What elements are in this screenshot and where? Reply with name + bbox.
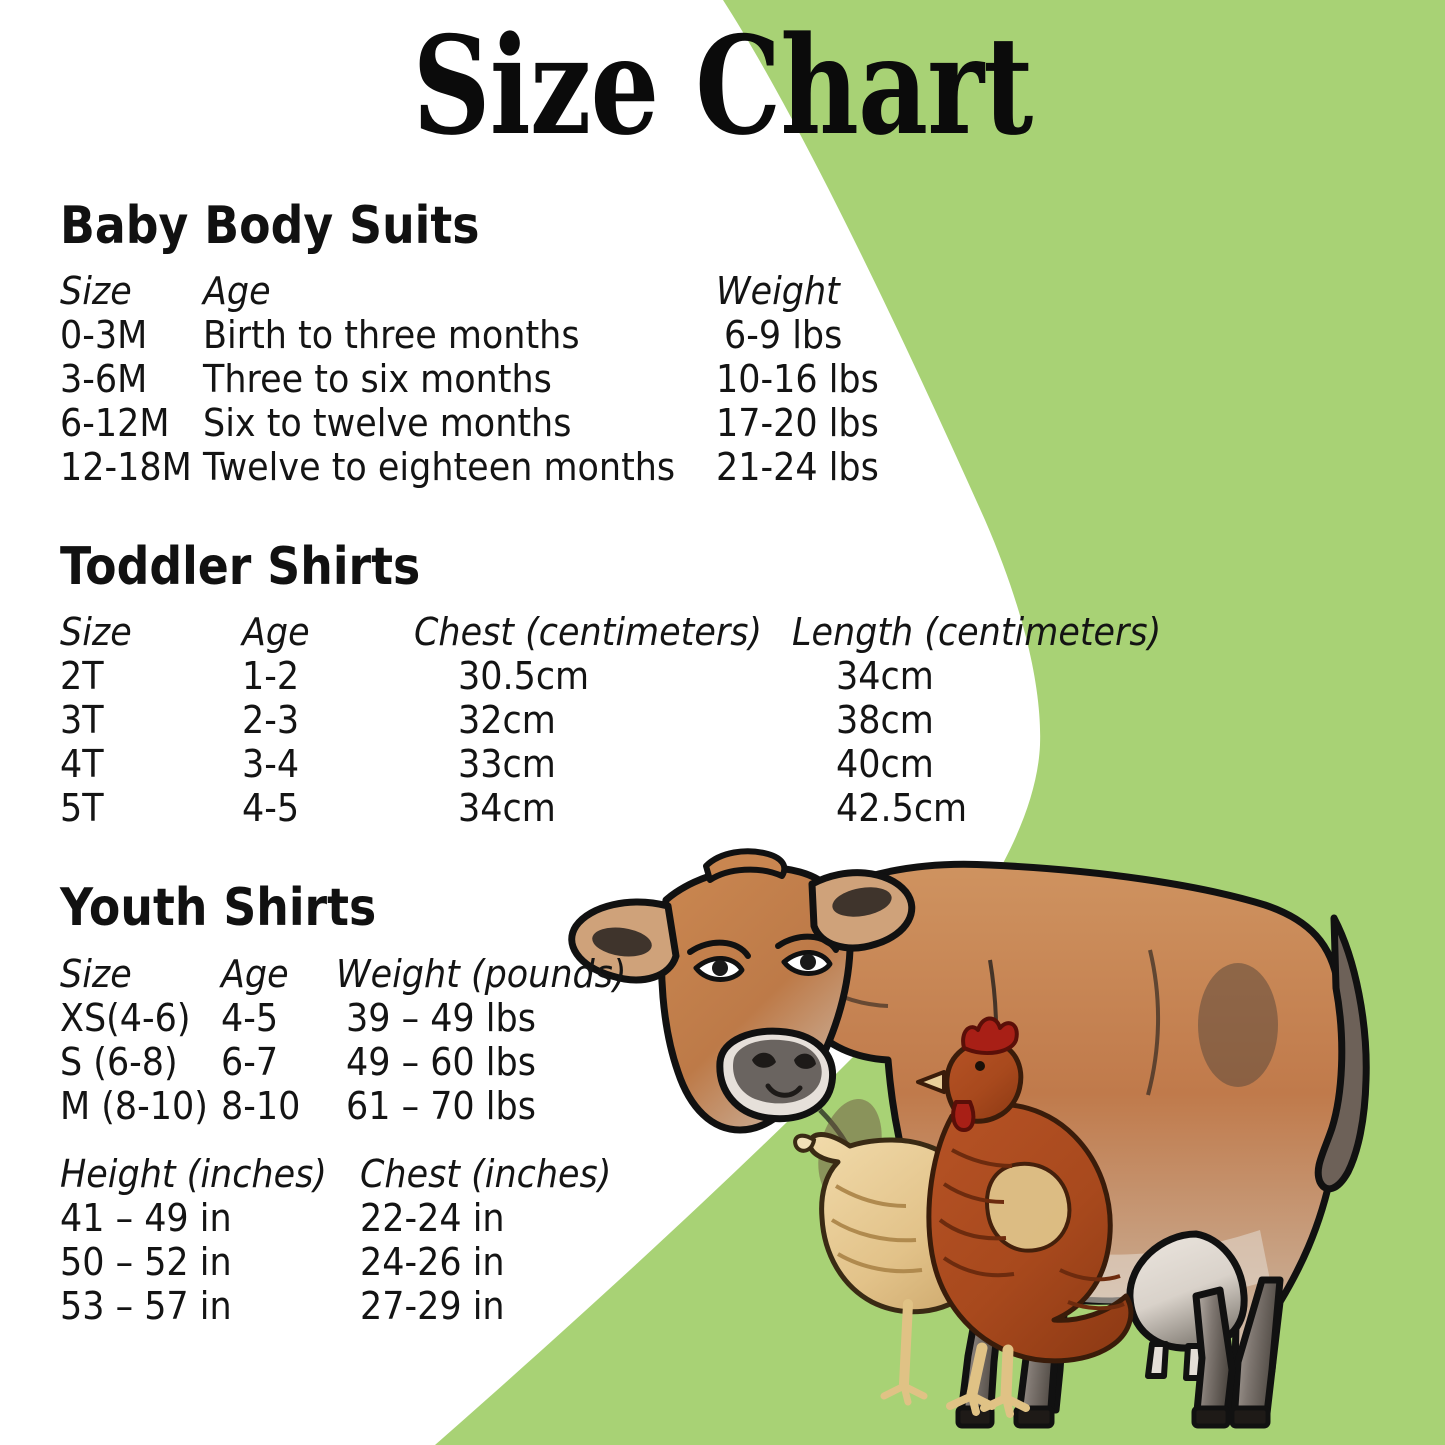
cell-length: 40cm bbox=[836, 742, 935, 786]
cell-age: 2-3 bbox=[242, 698, 300, 742]
cell-size: 2T bbox=[60, 654, 104, 698]
cell-size: 12-18M bbox=[60, 445, 192, 489]
page-title: Size Chart bbox=[412, 6, 1034, 165]
cell-size: 6-12M bbox=[60, 401, 170, 445]
table-row: 53 – 57 in 27-29 in bbox=[60, 1287, 633, 1331]
cell-weight: 61 – 70 lbs bbox=[345, 1084, 536, 1128]
cow-and-chickens-illustration bbox=[568, 848, 1370, 1429]
table-row: M (8-10) 8-10 61 – 70 lbs bbox=[60, 1087, 652, 1131]
column-header-size: Size bbox=[60, 610, 132, 654]
cell-size: 5T bbox=[60, 786, 104, 830]
cell-size: 4T bbox=[60, 742, 104, 786]
cell-age: 3-4 bbox=[242, 742, 300, 786]
table-row: 3T 2-3 32cm 38cm bbox=[60, 701, 1194, 745]
column-header-age: Age bbox=[203, 269, 271, 313]
table-row: 41 – 49 in 22-24 in bbox=[60, 1199, 633, 1243]
table-row: 3-6M Three to six months 10-16 lbs bbox=[60, 360, 934, 404]
section-heading-toddler-shirts: Toddler Shirts bbox=[60, 537, 421, 597]
cell-age: Birth to three months bbox=[203, 313, 580, 357]
table-row: 6-12M Six to twelve months 17-20 lbs bbox=[60, 404, 934, 448]
cell-chest: 22-24 in bbox=[360, 1196, 505, 1240]
cell-age: 1-2 bbox=[242, 654, 300, 698]
cell-age: Three to six months bbox=[203, 357, 553, 401]
table-header-row: Size Age Weight (pounds) bbox=[60, 955, 652, 999]
cell-chest: 32cm bbox=[458, 698, 556, 742]
cell-age: 8-10 bbox=[220, 1084, 301, 1128]
column-header-weight: Weight bbox=[716, 269, 841, 313]
cell-age: 4-5 bbox=[220, 996, 278, 1040]
table-row: XS(4-6) 4-5 39 – 49 lbs bbox=[60, 999, 652, 1043]
column-header-size: Size bbox=[60, 952, 132, 996]
section-heading-youth-shirts: Youth Shirts bbox=[60, 878, 377, 938]
cell-size: XS(4-6) bbox=[60, 996, 191, 1040]
column-header-weight: Weight (pounds) bbox=[335, 952, 627, 996]
table-row: 4T 3-4 33cm 40cm bbox=[60, 745, 1194, 789]
cell-age: Twelve to eighteen months bbox=[203, 445, 676, 489]
column-header-age: Age bbox=[242, 610, 310, 654]
column-header-age: Age bbox=[220, 952, 289, 996]
table-row: 50 – 52 in 24-26 in bbox=[60, 1243, 633, 1287]
cell-height: 53 – 57 in bbox=[60, 1284, 232, 1328]
cell-length: 34cm bbox=[836, 654, 935, 698]
cell-size: S (6-8) bbox=[60, 1040, 178, 1084]
table-baby-body-suits: Size Age Weight 0-3M Birth to three mont… bbox=[60, 272, 934, 492]
cell-age: 4-5 bbox=[242, 786, 300, 830]
cell-chest: 27-29 in bbox=[360, 1284, 505, 1328]
column-header-height: Height (inches) bbox=[60, 1152, 327, 1196]
table-row: 0-3M Birth to three months 6-9 lbs bbox=[60, 316, 934, 360]
cell-weight: 6-9 lbs bbox=[724, 313, 843, 357]
column-header-size: Size bbox=[60, 269, 132, 313]
cell-chest: 24-26 in bbox=[360, 1240, 505, 1284]
table-header-row: Size Age Weight bbox=[60, 272, 934, 316]
section-heading-baby-body-suits: Baby Body Suits bbox=[60, 196, 480, 256]
table-header-row: Size Age Chest (centimeters) Length (cen… bbox=[60, 613, 1194, 657]
table-header-row: Height (inches) Chest (inches) bbox=[60, 1155, 633, 1199]
table-row: 12-18M Twelve to eighteen months 21-24 l… bbox=[60, 448, 934, 492]
cell-chest: 34cm bbox=[458, 786, 556, 830]
column-header-chest: Chest (centimeters) bbox=[414, 610, 763, 654]
cell-size: 0-3M bbox=[60, 313, 148, 357]
cell-age: 6-7 bbox=[220, 1040, 278, 1084]
cell-height: 50 – 52 in bbox=[60, 1240, 232, 1284]
column-header-chest: Chest (inches) bbox=[360, 1152, 612, 1196]
cell-weight: 39 – 49 lbs bbox=[345, 996, 536, 1040]
table-row: 5T 4-5 34cm 42.5cm bbox=[60, 789, 1194, 833]
red-chicken bbox=[880, 1016, 1134, 1418]
cell-height: 41 – 49 in bbox=[60, 1196, 232, 1240]
table-row: S (6-8) 6-7 49 – 60 lbs bbox=[60, 1043, 652, 1087]
cell-weight: 17-20 lbs bbox=[716, 401, 880, 445]
column-header-length: Length (centimeters) bbox=[792, 610, 1162, 654]
cell-weight: 10-16 lbs bbox=[716, 357, 880, 401]
cell-length: 42.5cm bbox=[836, 786, 968, 830]
cell-weight: 21-24 lbs bbox=[716, 445, 880, 489]
cell-length: 38cm bbox=[836, 698, 935, 742]
cell-size: M (8-10) bbox=[60, 1084, 208, 1128]
cell-age: Six to twelve months bbox=[203, 401, 572, 445]
table-row: 2T 1-2 30.5cm 34cm bbox=[60, 657, 1194, 701]
table-youth-shirts-measurements: Height (inches) Chest (inches) 41 – 49 i… bbox=[60, 1155, 633, 1331]
table-youth-shirts-weight: Size Age Weight (pounds) XS(4-6) 4-5 39 … bbox=[60, 955, 652, 1131]
table-toddler-shirts: Size Age Chest (centimeters) Length (cen… bbox=[60, 613, 1194, 833]
cell-chest: 33cm bbox=[458, 742, 556, 786]
cell-size: 3T bbox=[60, 698, 104, 742]
cell-size: 3-6M bbox=[60, 357, 148, 401]
cell-weight: 49 – 60 lbs bbox=[345, 1040, 536, 1084]
cell-chest: 30.5cm bbox=[458, 654, 590, 698]
